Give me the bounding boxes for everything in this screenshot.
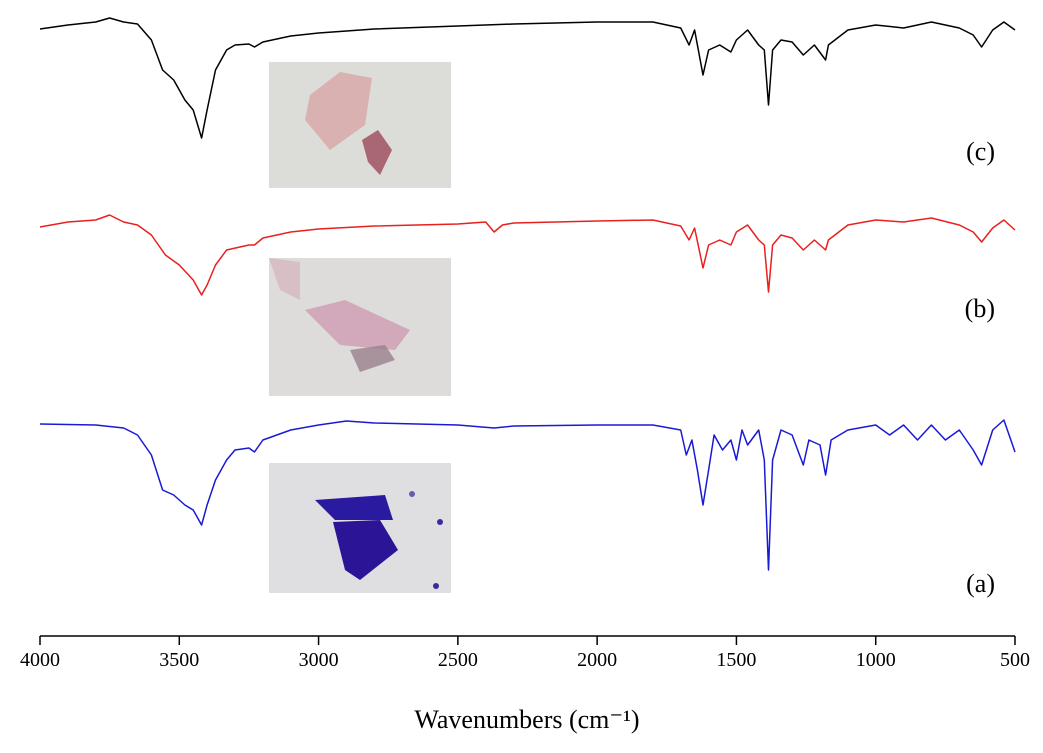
x-tick-label: 4000 <box>20 649 60 671</box>
photo-b <box>269 258 451 396</box>
spectrum-line <box>39 419 1016 571</box>
spectrum-line <box>39 17 1016 139</box>
photo-a <box>269 463 451 593</box>
x-axis-label: Wavenumbers (cm⁻¹) <box>414 705 639 734</box>
x-tick-label: 3500 <box>159 649 199 671</box>
x-tick-label: 2000 <box>577 649 617 671</box>
series-label: (b) <box>965 294 995 323</box>
x-tick-label: 2500 <box>438 649 478 671</box>
series-label: (a) <box>966 569 995 598</box>
spectrum-line <box>39 214 1016 296</box>
photo-c <box>269 62 451 188</box>
series-label: (c) <box>966 137 995 166</box>
x-tick-label: 3000 <box>299 649 339 671</box>
x-tick-label: 500 <box>1000 649 1030 671</box>
x-tick-label: 1500 <box>716 649 756 671</box>
x-tick-label: 1000 <box>856 649 896 671</box>
